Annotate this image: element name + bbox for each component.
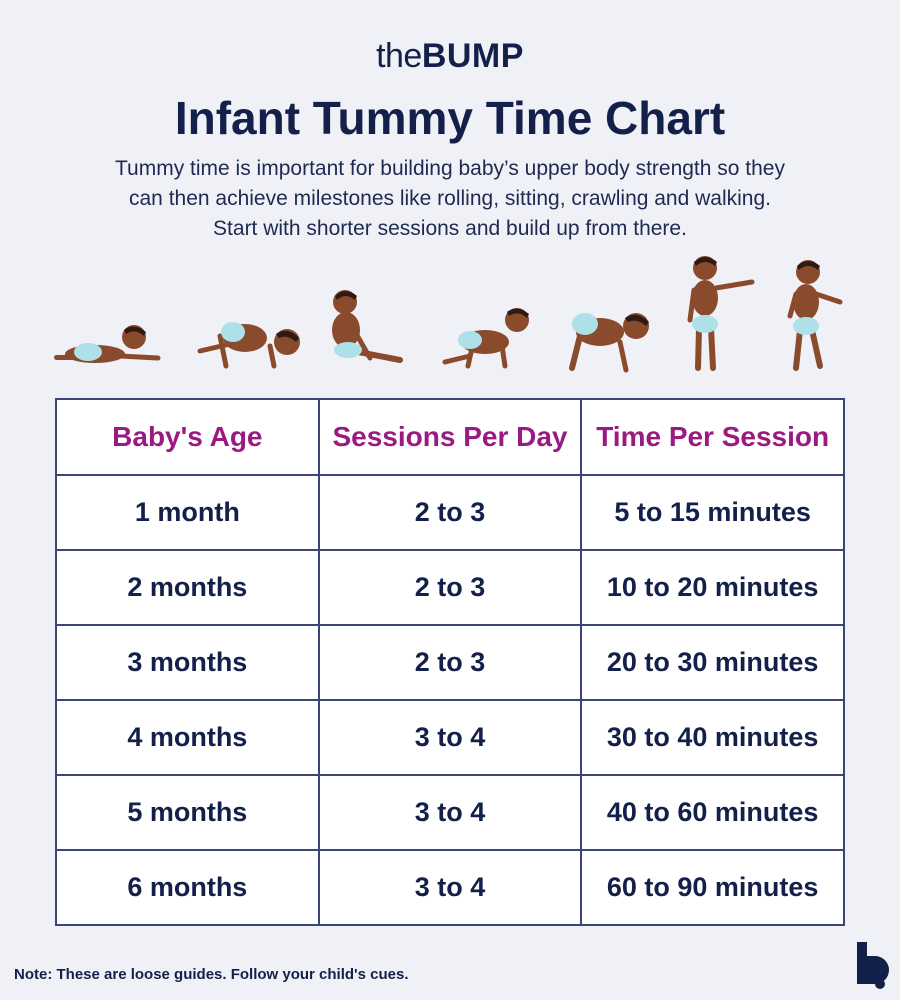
baby-crawling-icon [442,308,529,369]
table-row: 2 months 2 to 3 10 to 20 minutes [55,549,845,626]
age-cell: 5 months [55,774,320,851]
baby-sitting-icon [332,290,403,363]
baby-pushup-icon [197,322,300,369]
bump-b-icon [857,942,889,989]
brand-logo: theBUMP [0,36,900,76]
baby-milestones-illustration [40,250,860,380]
time-cell: 20 to 30 minutes [580,624,845,701]
sessions-cell: 2 to 3 [317,474,583,551]
intro-line: can then achieve milestones like rolling… [129,187,771,210]
age-cell: 6 months [55,849,320,926]
page-title: Infant Tummy Time Chart [174,92,726,144]
age-cell: 2 months [55,549,320,626]
sessions-cell: 2 to 3 [317,624,583,701]
baby-walking-icon [787,260,843,371]
tummy-time-table: Baby's Age Sessions Per Day Time Per Ses… [55,398,845,926]
table-row: 6 months 3 to 4 60 to 90 minutes [55,849,845,926]
footnote: Note: These are loose guides. Follow you… [14,966,409,983]
baby-standing-icon [687,256,755,371]
sessions-cell: 2 to 3 [317,549,583,626]
age-cell: 4 months [55,699,320,776]
table-row: 4 months 3 to 4 30 to 40 minutes [55,699,845,776]
column-header-sessions: Sessions Per Day [317,398,583,476]
sessions-cell: 3 to 4 [317,849,583,926]
brand-logo-prefix: the [376,37,422,75]
age-cell: 1 month [55,474,320,551]
baby-crawling-high-icon [569,313,649,373]
table-row: 1 month 2 to 3 5 to 15 minutes [55,474,845,551]
age-cell: 3 months [55,624,320,701]
baby-lying-icon [54,325,161,363]
table-header-row: Baby's Age Sessions Per Day Time Per Ses… [55,398,845,476]
column-header-age: Baby's Age [55,398,320,476]
table-row: 5 months 3 to 4 40 to 60 minutes [55,774,845,851]
brand-logo-name: BUMP [421,37,524,75]
intro-line: Start with shorter sessions and build up… [213,217,687,240]
baby-milestones-icon [54,256,843,373]
time-cell: 10 to 20 minutes [580,549,845,626]
sessions-cell: 3 to 4 [317,699,583,776]
sessions-cell: 3 to 4 [317,774,583,851]
time-cell: 30 to 40 minutes [580,699,845,776]
intro-text: Tummy time is important for building bab… [40,154,860,244]
table-row: 3 months 2 to 3 20 to 30 minutes [55,624,845,701]
time-cell: 40 to 60 minutes [580,774,845,851]
intro-line: Tummy time is important for building bab… [115,157,785,180]
time-cell: 60 to 90 minutes [580,849,845,926]
time-cell: 5 to 15 minutes [580,474,845,551]
column-header-time: Time Per Session [580,398,845,476]
